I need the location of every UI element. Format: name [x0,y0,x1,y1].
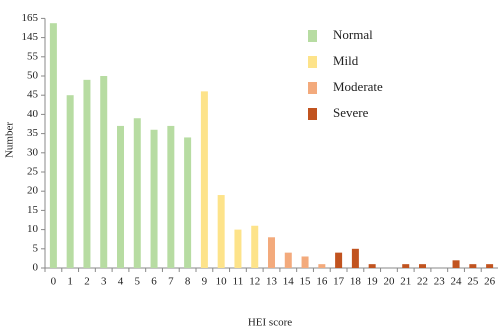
bar [66,95,74,268]
x-axis-title: HEI score [248,317,292,329]
y-tick-label: 30 [27,146,39,158]
bar [167,125,175,268]
x-tick-label: 20 [383,276,395,288]
bar [200,91,208,268]
legend-swatch [308,82,317,94]
x-tick-label: 5 [135,276,141,288]
x-tick-label: 25 [467,276,479,288]
x-tick-label: 15 [300,276,312,288]
bar [335,252,343,268]
x-tick-label: 12 [249,276,260,288]
x-tick-label: 24 [451,276,463,288]
bar [469,264,477,268]
bar [419,264,426,268]
legend-swatch [308,56,317,68]
y-tick-label: 35 [27,127,39,139]
bar [117,125,124,268]
y-tick-label: 50 [27,70,39,82]
x-tick-label: 4 [118,276,124,288]
x-tick-label: 1 [67,276,73,288]
bar [184,137,192,268]
legend-swatch [308,108,317,120]
legend-label: Mild [333,53,359,68]
bar [301,256,309,268]
legend-label: Normal [333,27,373,42]
y-tick-label: 5 [33,242,39,254]
bar [452,260,460,268]
y-tick-label: 25 [27,166,39,178]
x-tick-label: 2 [84,276,90,288]
x-tick-label: 6 [151,276,157,288]
bar [351,248,359,268]
x-tick-label: 16 [316,276,328,288]
y-tick-label: 20 [27,185,39,197]
bar [100,76,108,268]
bar [284,252,292,268]
y-tick-label: 145 [22,31,39,43]
x-tick-label: 7 [168,276,174,288]
x-tick-label: 21 [400,276,411,288]
y-tick-label: 165 [22,12,39,24]
y-tick-label: 45 [27,89,39,101]
bar [49,23,57,269]
y-tick-label: 15 [27,204,39,216]
bar [83,79,91,268]
y-tick-label: 40 [27,108,39,120]
x-tick-label: 0 [51,276,57,288]
legend-swatch [308,30,317,42]
x-tick-label: 26 [484,276,496,288]
bar [368,264,376,268]
x-tick-label: 10 [216,276,228,288]
x-tick-label: 9 [202,276,208,288]
y-tick-label: 55 [27,50,39,62]
x-tick-label: 17 [333,276,345,288]
bar [268,237,275,268]
x-tick-label: 14 [283,276,295,288]
x-tick-label: 18 [350,276,362,288]
x-tick-label: 23 [434,276,446,288]
bar [251,225,259,268]
y-axis-title: Number [4,122,16,158]
x-tick-label: 13 [266,276,278,288]
bar [133,118,141,269]
x-tick-label: 22 [417,276,428,288]
bar [217,195,225,268]
bar [402,264,410,268]
bar [150,129,158,268]
bar [234,229,242,268]
bar [486,264,494,268]
x-tick-label: 8 [185,276,191,288]
y-tick-label: 0 [33,262,39,274]
legend-label: Severe [333,105,369,120]
legend-label: Moderate [333,79,383,94]
x-tick-label: 19 [367,276,379,288]
y-tick-label: 10 [27,223,39,235]
x-tick-label: 11 [233,276,244,288]
bar [318,264,326,268]
x-tick-label: 3 [101,276,107,288]
